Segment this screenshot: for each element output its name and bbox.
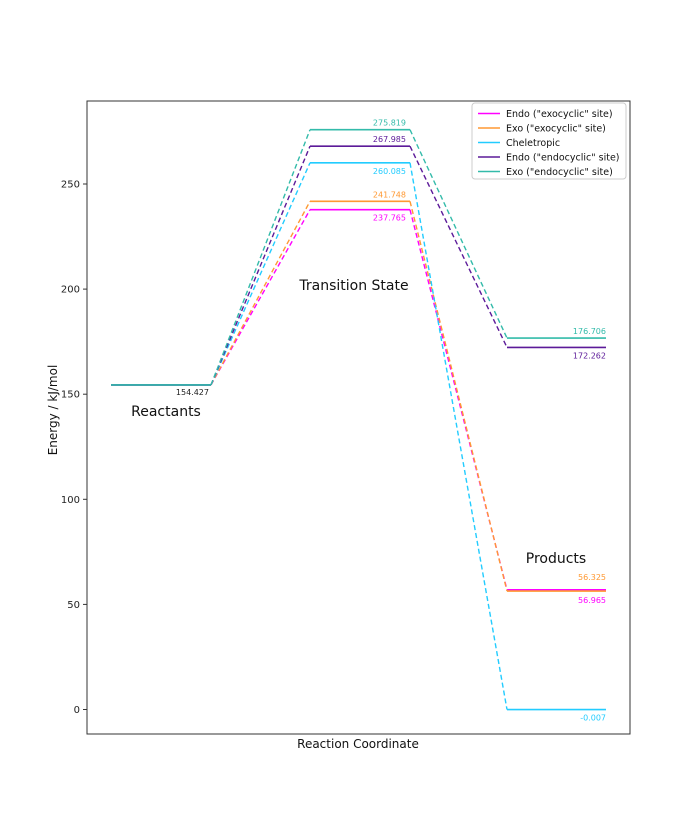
y-axis-label: Energy / kJ/mol (46, 365, 60, 456)
connector-line (409, 145, 508, 348)
connector-line (409, 162, 508, 710)
y-tick-label: 200 (61, 285, 80, 296)
value-label: 260.085 (373, 167, 406, 176)
y-tick-label: 250 (61, 180, 80, 191)
y-tick-label: 100 (61, 495, 80, 506)
connector-line (210, 162, 311, 386)
legend-entry: Exo ("endocyclic" site) (506, 167, 613, 178)
legend-entry: Endo ("endocyclic" site) (506, 153, 620, 164)
value-label: 176.706 (573, 327, 606, 336)
stage-label-transition-state: Transition State (298, 278, 408, 294)
connector-line (409, 201, 508, 592)
value-label: 275.819 (373, 119, 406, 128)
connector-line (409, 129, 508, 339)
value-label: 237.765 (373, 214, 406, 223)
value-label: 241.748 (373, 190, 406, 199)
y-tick-label: 0 (74, 705, 80, 716)
value-label: -0.007 (580, 714, 606, 723)
value-label: 56.325 (578, 573, 606, 582)
plot-area (111, 128, 606, 711)
stage-label-reactants: Reactants (131, 404, 201, 420)
connector-line (210, 145, 311, 386)
x-axis-label: Reaction Coordinate (297, 737, 419, 751)
connector-line (409, 209, 508, 590)
series-4 (111, 128, 606, 386)
y-axis: 0 50 100 150 200 250 (61, 180, 87, 716)
value-label: 172.262 (573, 351, 606, 360)
y-tick-label: 50 (67, 600, 80, 611)
value-labels: 154.427 275.819 267.985 260.085 241.748 237.7… (176, 119, 606, 723)
legend-entry: Exo ("exocyclic" site) (506, 124, 606, 135)
stage-label-products: Products (526, 551, 586, 567)
y-tick-label: 150 (61, 390, 80, 401)
legend-entry: Endo ("exocyclic" site) (506, 109, 613, 120)
legend-entry: Cheletropic (506, 138, 560, 149)
connector-line (210, 201, 311, 386)
series-1 (111, 200, 606, 592)
value-label: 267.985 (373, 135, 406, 144)
legend-box (471, 102, 627, 180)
value-label: 154.427 (176, 388, 209, 397)
axes-frame (86, 100, 631, 735)
value-label: 56.965 (578, 596, 606, 605)
connector-line (210, 129, 311, 386)
legend: Endo ("exocyclic" site) Exo ("exocyclic" … (471, 102, 627, 180)
